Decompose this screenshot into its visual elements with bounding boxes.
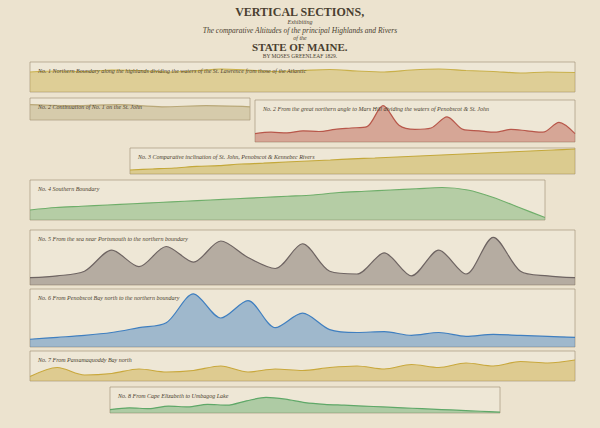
svg-text:No. 6 From Penobscot Bay north: No. 6 From Penobscot Bay north to the no… <box>37 295 180 301</box>
svg-text:STATE OF MAINE.: STATE OF MAINE. <box>252 41 348 53</box>
svg-text:No. 3 Comparative inclination: No. 3 Comparative inclination of St. Joh… <box>137 154 315 160</box>
svg-text:VERTICAL SECTIONS,: VERTICAL SECTIONS, <box>235 5 364 19</box>
svg-text:Exhibiting: Exhibiting <box>287 19 313 25</box>
svg-text:No. 5 From the sea near Portsm: No. 5 From the sea near Portsmouth to th… <box>37 236 188 242</box>
svg-text:No. 1 Northern Boundary along: No. 1 Northern Boundary along the highla… <box>37 68 306 74</box>
svg-text:No. 4 Southern Boundary: No. 4 Southern Boundary <box>37 186 100 192</box>
svg-text:The comparative Altitudes of t: The comparative Altitudes of the princip… <box>203 26 398 35</box>
svg-text:No. 2 Continuation of No. 1 on: No. 2 Continuation of No. 1 on the St. J… <box>37 104 142 110</box>
svg-text:No. 2 From the great northern: No. 2 From the great northern angle to M… <box>262 106 489 112</box>
svg-text:of the: of the <box>293 35 307 41</box>
svg-text:No. 8 From Cape Elizabeth to U: No. 8 From Cape Elizabeth to Umbagog Lak… <box>117 393 229 399</box>
svg-text:BY MOSES GREENLEAF 1829.: BY MOSES GREENLEAF 1829. <box>263 53 338 59</box>
svg-text:No. 7 From Passamaquoddy Bay n: No. 7 From Passamaquoddy Bay north <box>37 357 132 363</box>
